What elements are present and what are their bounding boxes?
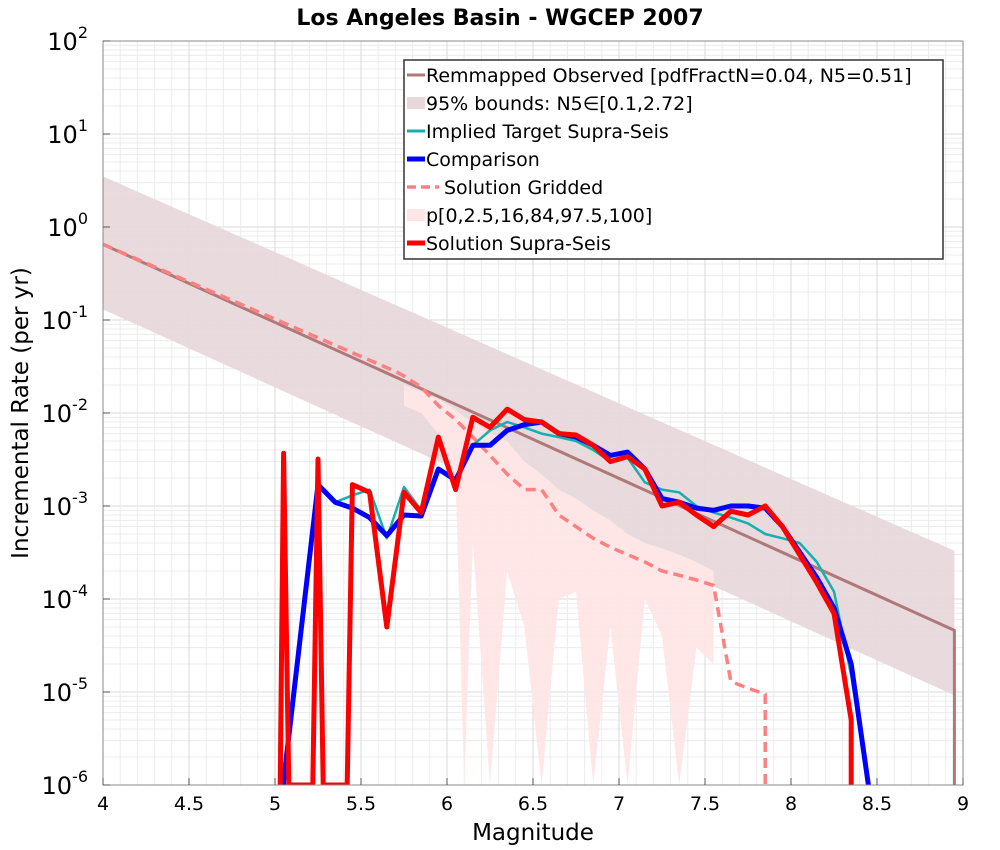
x-tick-label: 4.5 [174, 793, 204, 815]
axis-ticks: 4 4.5 5 5.5 6 6.5 7 7.5 8 8.5 9 102 101 100 10-1 10-2 10… [42, 23, 970, 815]
x-tick-label: 8 [785, 793, 797, 815]
legend-swatch [407, 209, 425, 221]
x-tick-label: 6.5 [518, 793, 548, 815]
y-tick-label: 10-5 [42, 674, 89, 707]
y-tick-label: 100 [47, 209, 88, 242]
y-tick-label: 10-2 [42, 395, 89, 428]
y-tick-label: 102 [47, 23, 88, 56]
band-percentiles [404, 385, 714, 785]
series-layer [103, 176, 956, 785]
legend-swatch [407, 97, 425, 109]
y-tick-label: 10-6 [42, 767, 89, 800]
x-tick-label: 9 [957, 793, 969, 815]
y-tick-label: 101 [47, 116, 88, 149]
legend-label: Comparison [426, 149, 540, 171]
series-solution-supra-seis [277, 406, 854, 785]
y-tick-label: 10-4 [42, 581, 89, 614]
x-axis-label: Magnitude [472, 820, 594, 846]
x-tick-label: 6 [441, 793, 453, 815]
x-tick-label: 4 [97, 793, 109, 815]
y-axis-label: Incremental Rate (per yr) [8, 267, 34, 559]
legend-label: Remmapped Observed [pdfFractN=0.04, N5=0… [426, 65, 912, 87]
x-tick-label: 7.5 [690, 793, 720, 815]
x-tick-label: 5 [269, 793, 281, 815]
legend-label: 95% bounds: N5∈[0.1,2.72] [426, 93, 693, 115]
y-tick-label: 10-3 [42, 488, 89, 521]
legend-label: Solution Gridded [444, 177, 603, 199]
legend-label: Solution Supra-Seis [426, 233, 611, 255]
x-tick-label: 8.5 [862, 793, 892, 815]
x-tick-label: 5.5 [346, 793, 376, 815]
legend-label: Implied Target Supra-Seis [426, 121, 669, 143]
y-tick-label: 10-1 [42, 302, 89, 335]
x-tick-label: 7 [613, 793, 625, 815]
legend-box [403, 59, 944, 260]
series-remapped-observed [103, 243, 956, 785]
chart-title: Los Angeles Basin - WGCEP 2007 [296, 6, 703, 31]
series-solution-gridded [103, 242, 767, 785]
legend-label: p[0,2.5,16,84,97.5,100] [426, 205, 652, 227]
series-implied-target [317, 420, 870, 785]
legend: Remmapped Observed [pdfFractN=0.04, N5=0… [403, 59, 944, 260]
